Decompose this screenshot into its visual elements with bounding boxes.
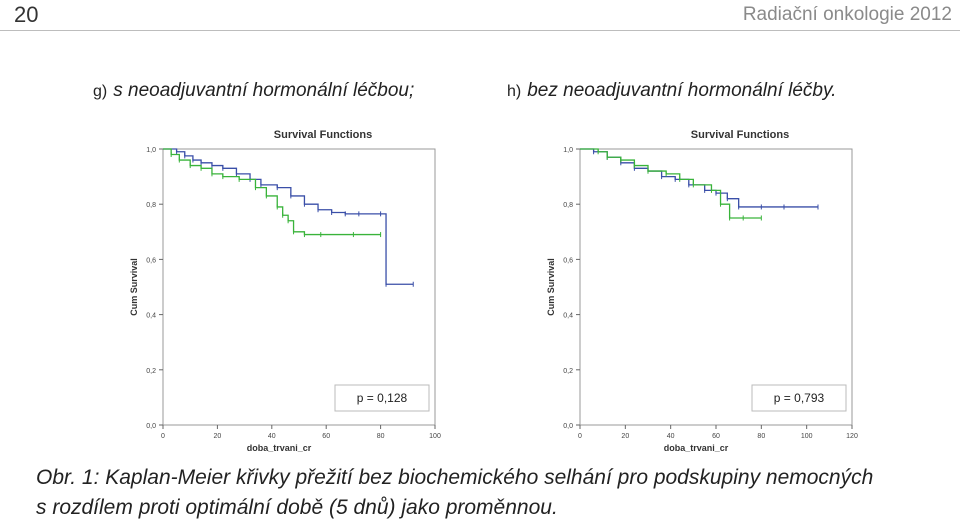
x-tick-label: 100 xyxy=(429,433,441,440)
p-value-box xyxy=(334,384,430,412)
y-tick-label: 0,6 xyxy=(563,257,573,264)
journal-title: Radiační onkologie 2012 xyxy=(742,4,952,25)
x-tick-label: 20 xyxy=(621,433,629,440)
survival-chart-g: Survival Functions 0,0 0,2 0,4 0,6 0,8 1,0 0 20 4… xyxy=(123,125,445,463)
y-tick-label: 1,0 xyxy=(146,147,156,154)
y-tick-label: 0,4 xyxy=(563,313,573,320)
figure-caption-line-1: Obr. 1: Kaplan-Meier křivky přežití bez … xyxy=(36,466,874,489)
panel-label-h: h) xyxy=(507,83,522,100)
y-tick-label: 0,0 xyxy=(146,423,156,430)
panel-text-h: bez neoadjuvantní hormonální léčby. xyxy=(527,80,837,101)
plot-frame xyxy=(162,148,436,426)
p-value-label: p = 0,793 xyxy=(774,391,825,405)
x-tick-label: 80 xyxy=(377,433,385,440)
x-tick-label: 0 xyxy=(578,433,582,440)
x-tick-label: 60 xyxy=(322,433,330,440)
page-number: 20 xyxy=(14,2,39,27)
x-tick-label: 120 xyxy=(846,433,858,440)
chart-title: Survival Functions xyxy=(691,129,789,141)
x-tick-label: 100 xyxy=(801,433,813,440)
panel-caption-g: g) s neoadjuvantní hormonální léčbou; xyxy=(93,80,414,102)
y-tick-label: 0,2 xyxy=(146,368,156,375)
p-value-box xyxy=(751,384,847,412)
header-divider xyxy=(0,30,960,31)
survival-chart-h: Survival Functions 0,0 0,2 0,4 0,6 0,8 1,0 0 20 4… xyxy=(540,125,862,463)
x-tick-label: 0 xyxy=(161,433,165,440)
x-tick-label: 60 xyxy=(712,433,720,440)
figure-caption-line-2: s rozdílem proti optimální době (5 dnů) … xyxy=(36,496,558,519)
x-tick-label: 80 xyxy=(757,433,765,440)
chart-title: Survival Functions xyxy=(274,129,372,141)
y-axis-label: Cum Survival xyxy=(546,258,556,316)
x-axis-label: doba_trvani_cr xyxy=(247,443,312,453)
y-tick-label: 0,6 xyxy=(146,257,156,264)
p-value-label: p = 0,128 xyxy=(357,391,408,405)
y-tick-label: 0,4 xyxy=(146,313,156,320)
y-tick-label: 0,2 xyxy=(563,368,573,375)
y-tick-label: 1,0 xyxy=(563,147,573,154)
x-tick-label: 20 xyxy=(214,433,222,440)
y-axis-label: Cum Survival xyxy=(129,258,139,316)
y-tick-label: 0,8 xyxy=(146,202,156,209)
y-tick-label: 0,0 xyxy=(563,423,573,430)
figure-caption: Obr. 1: Kaplan-Meier křivky přežití bez … xyxy=(36,463,956,523)
panel-label-g: g) xyxy=(93,83,108,100)
x-axis-label: doba_trvani_cr xyxy=(664,443,729,453)
x-tick-label: 40 xyxy=(667,433,675,440)
x-tick-label: 40 xyxy=(268,433,276,440)
panel-caption-h: h) bez neoadjuvantní hormonální léčby. xyxy=(507,80,836,102)
panel-text-g: s neoadjuvantní hormonální léčbou; xyxy=(113,80,415,101)
y-tick-label: 0,8 xyxy=(563,202,573,209)
